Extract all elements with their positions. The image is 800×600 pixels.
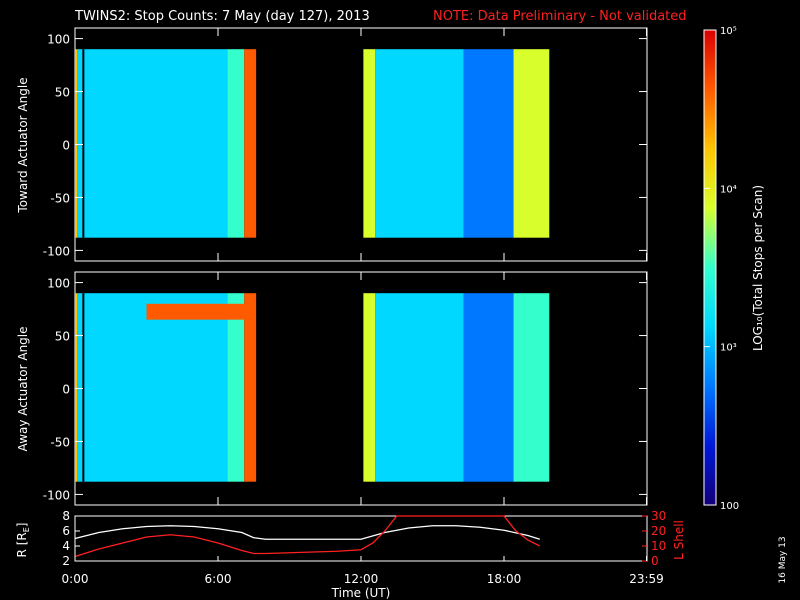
y-tick-label: -100 — [43, 488, 70, 502]
colorbar-tick-label: 100 — [720, 501, 739, 512]
footer-stamp: 16 May 13 — [778, 536, 788, 583]
r-tick-label: 2 — [62, 554, 70, 568]
colorbar-label: LOG₁₀(Total Stops per Scan) — [751, 185, 765, 351]
x-tick-label: 0:00 — [62, 572, 89, 586]
lshell-tick-label: 10 — [651, 539, 666, 553]
y-tick-label: 50 — [55, 330, 70, 344]
toward-ylabel: Toward Actuator Angle — [16, 77, 30, 213]
time-axis: Time (UT) — [331, 586, 391, 600]
heatmap-cell — [363, 49, 376, 238]
y-tick-label: 100 — [47, 277, 70, 291]
y-tick-label: -50 — [50, 191, 70, 205]
heatmap-cell — [513, 49, 550, 238]
heatmap-cell — [75, 293, 78, 482]
heatmap-cell — [227, 49, 245, 238]
time-axis-label: Time (UT) — [331, 586, 391, 600]
figure-title: TWINS2: Stop Counts: 7 May (day 127), 20… — [74, 9, 370, 24]
x-tick-label: 12:00 — [344, 572, 379, 586]
heatmap-cell — [363, 293, 376, 482]
lshell-tick-label: 0 — [651, 554, 659, 568]
away-angle-panel: Away Actuator Angle 100 50 0 -50 -100 — [16, 271, 648, 506]
r-ylabel-close: ] — [15, 523, 29, 528]
heatmap-cell — [227, 293, 245, 482]
r-tick-label: 8 — [62, 509, 70, 523]
y-tick-label: 0 — [62, 383, 70, 397]
orbit-panel-frame — [74, 515, 648, 562]
toward-angle-panel: Toward Actuator Angle 100 50 0 -50 -100 — [16, 27, 648, 262]
x-tick-label: 23:59 — [629, 572, 664, 586]
r-series-line — [74, 525, 540, 540]
colorbar-tick-label: 10⁵ — [720, 26, 737, 37]
heatmap-cell — [244, 293, 257, 482]
heatmap-cell — [77, 49, 228, 238]
lshell-series-line — [74, 515, 541, 558]
y-tick-label: 100 — [47, 33, 70, 47]
colorbar-tick-label: 10⁴ — [720, 184, 737, 195]
heatmap-cell — [513, 293, 550, 482]
y-tick-label: 50 — [55, 86, 70, 100]
colorbar-tick-label: 10³ — [720, 343, 737, 354]
heatmap-cell — [75, 49, 78, 238]
x-tick-label: 18:00 — [487, 572, 522, 586]
y-tick-label: -50 — [50, 435, 70, 449]
heatmap-cell — [375, 293, 464, 482]
preliminary-note: NOTE: Data Preliminary - Not validated — [433, 9, 687, 24]
lshell-tick-label: 30 — [651, 509, 666, 523]
x-tick-label: 6:00 — [205, 572, 232, 586]
r-ylabel: R [RE] — [15, 523, 31, 558]
lshell-ylabel: L Shell — [672, 520, 686, 560]
y-tick-label: 0 — [62, 139, 70, 153]
heatmap-cell — [244, 49, 257, 238]
r-tick-label: 6 — [62, 524, 70, 538]
y-tick-label: -100 — [43, 244, 70, 258]
heatmap-cell — [375, 49, 464, 238]
heatmap-cell — [463, 49, 514, 238]
heatmap-cell — [77, 293, 228, 482]
away-ylabel: Away Actuator Angle — [16, 326, 30, 451]
heatmap-cell — [463, 293, 514, 482]
colorbar-gradient — [703, 29, 717, 506]
lshell-tick-label: 20 — [651, 524, 666, 538]
heatmap-high-band — [146, 303, 252, 320]
r-ylabel-sub: E — [22, 527, 31, 532]
r-ylabel-main: R [R — [15, 532, 29, 557]
r-tick-label: 4 — [62, 539, 70, 553]
